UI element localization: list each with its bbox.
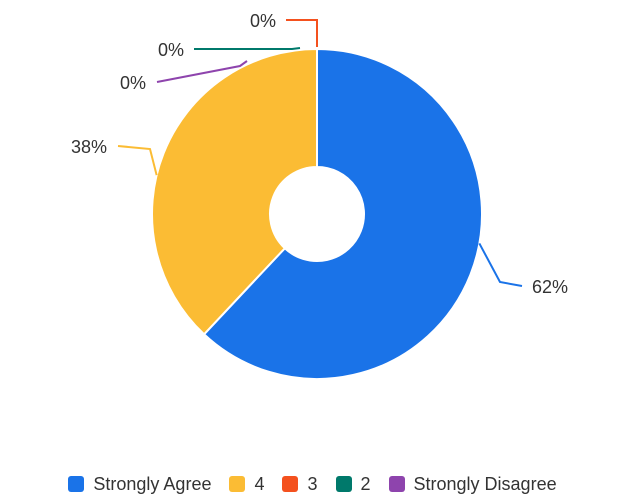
legend-swatch xyxy=(229,476,246,492)
legend-item-strongly-disagree[interactable]: Strongly Disagree xyxy=(388,473,557,495)
leader-line xyxy=(156,60,248,83)
data-label: 0% xyxy=(250,11,276,31)
slice-4[interactable] xyxy=(151,47,318,336)
data-label: 0% xyxy=(158,40,184,60)
chart-legend: Strongly Agree 4 3 2 Strongly Disagree xyxy=(0,472,625,496)
data-label: 38% xyxy=(71,137,107,157)
legend-swatch xyxy=(282,476,299,492)
legend-swatch xyxy=(388,476,405,492)
leader-line xyxy=(117,145,158,176)
legend-label: Strongly Agree xyxy=(93,473,212,494)
leader-line xyxy=(478,242,523,287)
legend-item-strongly-agree[interactable]: Strongly Agree xyxy=(68,474,211,495)
legend-item-2[interactable]: 2 xyxy=(335,473,371,495)
donut-chart-svg: 62% 38% 0% 0% 0% xyxy=(71,11,568,380)
leader-line xyxy=(286,19,318,47)
legend-swatch xyxy=(68,476,85,492)
legend-item-3[interactable]: 3 xyxy=(282,473,318,495)
slice-strongly-agree[interactable] xyxy=(202,47,483,380)
data-label: 0% xyxy=(120,73,146,93)
legend-label: 2 xyxy=(360,473,371,494)
legend-label: Strongly Disagree xyxy=(413,473,557,494)
legend-item-4[interactable]: 4 xyxy=(229,474,264,495)
legend-label: 4 xyxy=(254,473,265,494)
leader-line xyxy=(194,47,301,50)
legend-swatch xyxy=(335,476,352,492)
data-label: 62% xyxy=(532,277,568,297)
legend-label: 3 xyxy=(307,473,318,494)
